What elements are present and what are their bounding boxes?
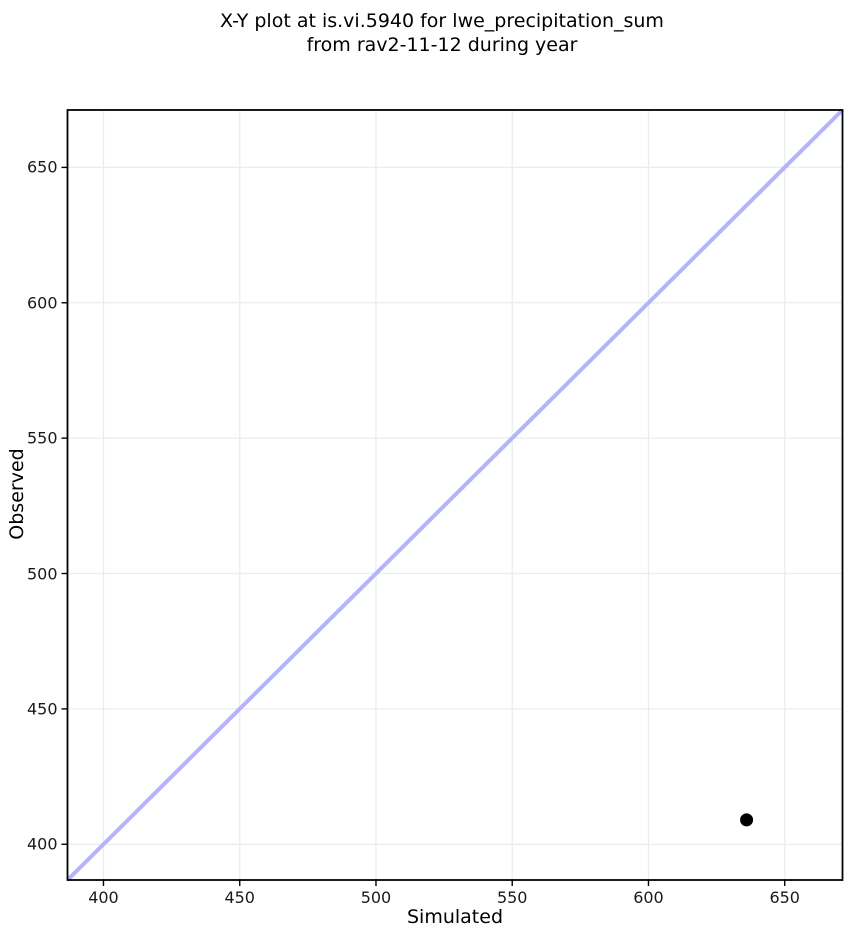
y-axis-label: Observed (6, 448, 28, 540)
x-tick-label: 650 (769, 888, 800, 907)
identity-line (66, 108, 844, 882)
y-tick-label: 650 (26, 157, 58, 177)
y-tick-label: 600 (26, 293, 58, 313)
axes-spine (66, 109, 844, 881)
x-tick-label: 500 (360, 888, 392, 907)
chart-title: X-Y plot at is.vi.5940 for lwe_precipita… (220, 9, 664, 57)
y-tick-label: 450 (26, 699, 58, 719)
x-tick-label: 600 (633, 888, 664, 907)
x-tick-label: 400 (88, 888, 119, 907)
x-tick-label: 450 (224, 888, 255, 907)
y-tick-label: 500 (26, 564, 58, 584)
y-tick-label: 400 (26, 834, 58, 854)
x-tick-label: 550 (496, 888, 528, 907)
x-axis-label: Simulated (406, 906, 504, 928)
data-point (740, 813, 754, 827)
chart-title-line1: X-Y plot at is.vi.5940 for lwe_precipita… (220, 10, 664, 32)
chart-title-line2: from rav2-11-12 during year (306, 34, 578, 56)
y-tick-label: 550 (26, 428, 58, 448)
